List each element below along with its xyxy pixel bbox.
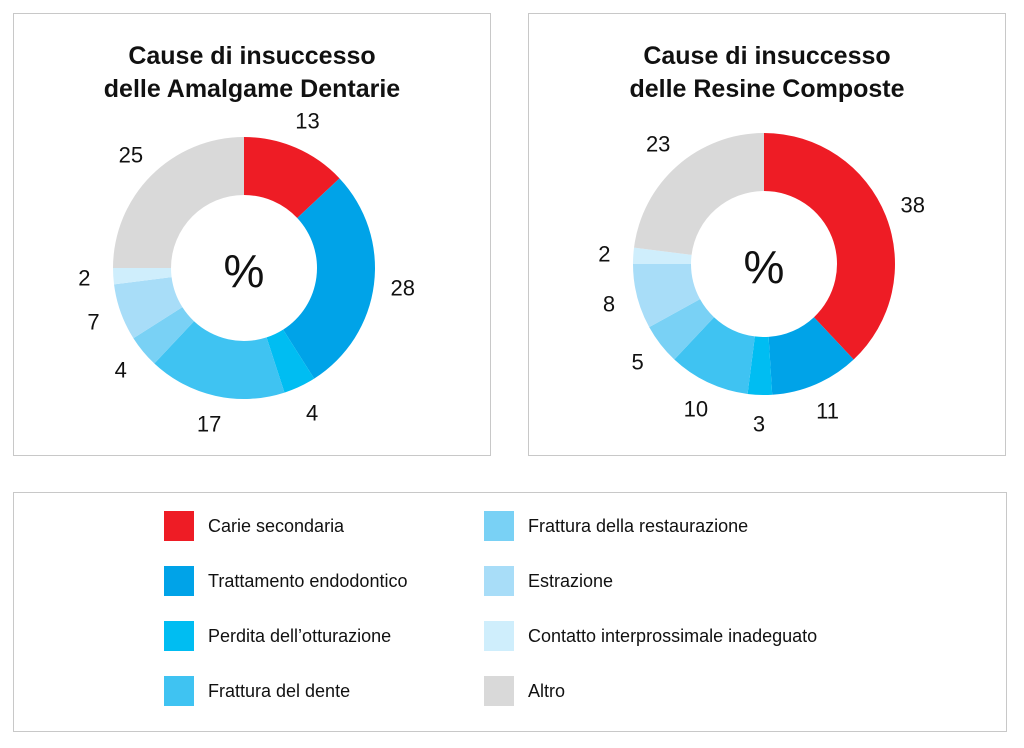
chart-title-line1: Cause di insuccesso (643, 42, 891, 70)
data-label: 7 (87, 310, 99, 335)
legend-item: Contatto interprossimale inadeguato (484, 621, 817, 651)
data-label: 4 (306, 400, 318, 425)
legend: Carie secondaria Trattamento endodontico… (13, 492, 1007, 732)
data-label: 23 (646, 131, 670, 156)
data-label: 38 (901, 193, 925, 218)
legend-swatch (164, 511, 194, 541)
legend-item: Altro (484, 676, 565, 706)
chart-title-resine: Cause di insuccesso delle Resine Compost… (529, 40, 1005, 106)
chart-title-line2: delle Amalgame Dentarie (103, 75, 401, 103)
donut-slice (764, 133, 895, 360)
chart-panel-resine: Cause di insuccesso delle Resine Compost… (528, 13, 1006, 456)
donut-slice (633, 247, 692, 264)
data-label: 2 (598, 241, 610, 266)
legend-swatch (484, 511, 514, 541)
data-label: 5 (631, 350, 643, 375)
legend-item: Frattura della restaurazione (484, 511, 748, 541)
chart-title-line1: Cause di insuccesso (128, 42, 376, 70)
legend-item: Carie secondaria (164, 511, 344, 541)
chart-panel-amalgame: Cause di insuccesso delle Amalgame Denta… (13, 13, 491, 456)
data-label: 10 (684, 396, 708, 421)
donut-slice (633, 264, 701, 328)
legend-swatch (164, 566, 194, 596)
data-label: 4 (115, 357, 127, 382)
data-label: 11 (816, 398, 839, 423)
legend-swatch (164, 621, 194, 651)
donut-slice (634, 133, 764, 255)
legend-label: Altro (528, 680, 566, 701)
legend-swatch (484, 676, 514, 706)
legend-item: Frattura del dente (164, 676, 350, 706)
donut-slice (674, 317, 755, 394)
legend-label: Trattamento endodontico (208, 570, 408, 591)
legend-label: Frattura del dente (208, 680, 351, 701)
donut-slice (114, 277, 183, 339)
donut-slice (768, 317, 854, 395)
donut-slice (283, 178, 376, 379)
donut-slice (113, 268, 172, 285)
chart-title-amalgame: Cause di insuccesso delle Amalgame Denta… (14, 40, 490, 106)
data-label: 17 (197, 412, 221, 437)
data-label: 8 (603, 291, 615, 316)
chart-title-line2: delle Resine Composte (629, 75, 905, 103)
legend-label: Frattura della restaurazione (528, 515, 749, 536)
donut-slice (133, 307, 195, 364)
donut-slice (113, 137, 244, 268)
data-label: 28 (390, 276, 414, 301)
legend-label: Estrazione (528, 570, 614, 591)
data-label: 25 (119, 142, 143, 167)
legend-item: Estrazione (484, 566, 613, 596)
legend-swatch (484, 621, 514, 651)
donut-slice (154, 321, 285, 399)
legend-item: Trattamento endodontico (164, 566, 407, 596)
data-label: 2 (78, 266, 90, 291)
legend-swatch (484, 566, 514, 596)
donut-chart-resine: 38 11 3 10 5 8 2 23% (598, 131, 925, 436)
legend-swatch (164, 676, 194, 706)
donut-slice (266, 329, 315, 393)
center-percent-symbol: % (744, 241, 785, 293)
legend-label: Carie secondaria (208, 515, 345, 536)
legend-item: Perdita dell’otturazione (164, 621, 391, 651)
data-label: 13 (295, 109, 319, 134)
donut-slice (244, 137, 340, 219)
data-label: 3 (753, 411, 765, 436)
center-percent-symbol: % (224, 245, 265, 297)
legend-label: Contatto interprossimale inadeguato (528, 625, 818, 646)
donut-slice (747, 336, 773, 396)
legend-label: Perdita dell’otturazione (208, 625, 392, 646)
donut-slice (649, 299, 715, 360)
